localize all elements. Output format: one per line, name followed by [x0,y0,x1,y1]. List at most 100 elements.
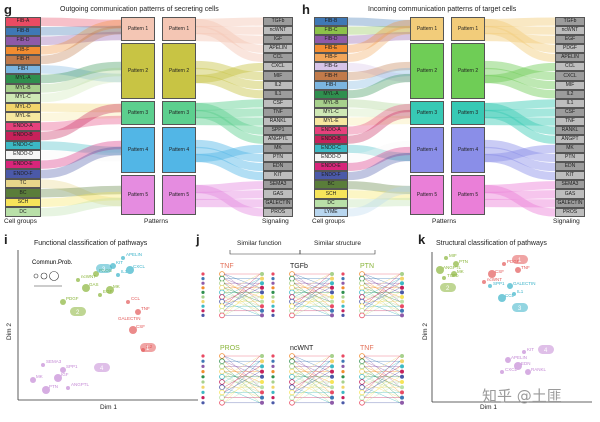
j-node-left-0-0-0 [201,272,205,276]
i-cluster-badge-4 [94,363,110,372]
h-flow-cell-17 [347,152,411,181]
i-point-2-2 [82,284,90,292]
j-node-mid-1-1-0 [289,353,295,359]
j-node-left-0-1-5 [271,295,275,299]
i-label-mk: MK [36,374,43,379]
i-point-2-5 [106,286,114,294]
h-cell-myl-e: MYL-E [314,116,348,126]
h-flow-cell-2 [347,31,411,44]
j-node-left-0-1-8 [271,309,275,313]
panel-i-scatter: Commun.Prob.CCLTNFCSFIL21ncWNTPROSGASEGF… [17,250,198,401]
g-flow-signal-2 [195,32,264,44]
j-node-right-0-1-2 [330,281,334,286]
g-cell-myl-a: MYL-A [5,74,41,84]
j-node-right-0-2-4 [400,290,404,295]
panel-g-pattern-column-2: Pattern 1 Pattern 2 Pattern 3 Pattern 4 Patt… [162,17,196,217]
j-edge-1-0-1-1 [223,360,261,378]
g-cell-endo-d: ENDO-D [5,150,41,160]
panel-k-xlabel: Dim 1 [480,404,497,411]
j-node-right-0-1-1 [330,276,334,281]
k-label-spp1: SPP1 [493,281,505,286]
j-edge-0-1-7-1 [293,273,331,307]
g-signal-edn: EDN [263,162,293,172]
j-node-mid-0-2-0 [359,271,365,277]
j-node-left-0-0-1 [201,277,205,281]
k-cluster-id-2: 2 [446,286,450,292]
j-node-right-1-1-2 [330,364,334,369]
j-edge-0-1-5-2 [293,278,331,298]
g-flow-cell-2 [40,31,122,46]
j-node-left-1-0-2 [201,364,205,368]
h-flow-cell-11 [347,115,411,126]
k-point-4-3 [500,370,504,374]
h-signal-csf: CSF [555,107,585,117]
k-label-kit: KIT [527,347,534,352]
j-node-left-1-1-7 [271,390,275,394]
j-edge-1-0-8-2 [223,376,261,398]
j-node-left-0-0-9 [201,313,205,317]
panel-i-title: Functional classification of pathways [34,240,148,247]
j-node-left-1-2-7 [341,390,345,394]
j-node-mid-1-0-1 [219,358,225,364]
j-node-right-1-0-9 [260,400,264,405]
j-node-right-1-1-7 [330,390,334,395]
h-signal-sema3: SEMA3 [555,180,585,190]
j-node-right-1-1-4 [330,374,334,379]
panel-h-letter: h [302,2,310,17]
h-flow-signal-17 [484,153,556,181]
g-flow-signal-9 [195,99,264,112]
g-flow-cell-4 [40,25,122,65]
g-flow-cell-7 [40,67,122,93]
j-edge-1-0-8-1 [223,361,261,398]
j-node-mid-0-2-1 [359,275,365,282]
panel-i-xlabel: Dim 1 [100,404,117,411]
j-node-right-0-0-4 [260,290,264,295]
j-node-left-0-1-1 [271,277,275,281]
g-cell-myl-e: MYL-E [5,112,41,122]
j-node-right-0-0-6 [260,299,264,304]
panel-i-ylabel: Dim 2 [6,323,13,340]
g-flow-cell-6 [40,61,122,84]
j-node-right-1-1-9 [330,400,334,405]
j-node-mid-1-0-4 [219,374,225,380]
g-flow-cell-9 [40,103,122,113]
j-node-right-0-1-5 [330,295,334,299]
j-node-mid-0-0-9 [219,312,225,319]
g-cell-fib-d: FIB-D [5,36,41,46]
k-label-ncwnt: ncWNT [487,277,502,282]
h-flow-cell-14 [347,144,411,162]
j-node-mid-0-1-4 [289,289,295,296]
j-node-mid-1-1-2 [289,363,295,370]
j-node-left-1-0-0 [201,354,205,358]
g-signal-spp1: SPP1 [263,125,293,136]
g-flow-cell-20 [40,197,122,217]
i-point-2-3 [98,293,102,297]
j-node-right-1-1-8 [330,395,334,400]
k-label-galectin: GALECTIN [513,281,536,286]
j-node-mid-0-0-7 [219,303,225,309]
k-point-2-1 [453,261,459,267]
j-node-left-0-1-9 [271,313,275,317]
h-cell-dc: DC [314,198,348,208]
j-node-mid-1-1-8 [289,394,295,401]
j-node-mid-1-0-2 [219,363,225,370]
j-edge-1-2-6-1 [363,386,401,404]
j-edge-0-2-4-2 [363,273,401,293]
h-signal-edn: EDN [555,162,585,172]
k-cluster-badge-4 [538,345,554,354]
j-node-mid-1-2-6 [359,384,365,391]
j-node-mid-0-2-8 [359,307,365,314]
i-point-4-2 [42,386,50,394]
j-edge-1-0-6-1 [223,386,261,404]
h-signal-pdgf: PDGF [555,44,585,54]
j-node-right-1-1-1 [330,359,334,364]
h-pattern-2-2: Pattern 2 [451,43,485,99]
j-edge-0-0-6-2 [223,282,261,302]
j-node-right-0-2-9 [400,313,404,318]
j-node-mid-1-2-9 [359,400,365,406]
i-label-il1: IL1 [121,269,128,274]
j-edge-1-2-9-2 [363,381,401,404]
h-signal-mif: MIF [555,80,585,90]
h-flow-signal-5 [484,62,556,84]
h-cell-lyme: LYME [314,207,348,217]
